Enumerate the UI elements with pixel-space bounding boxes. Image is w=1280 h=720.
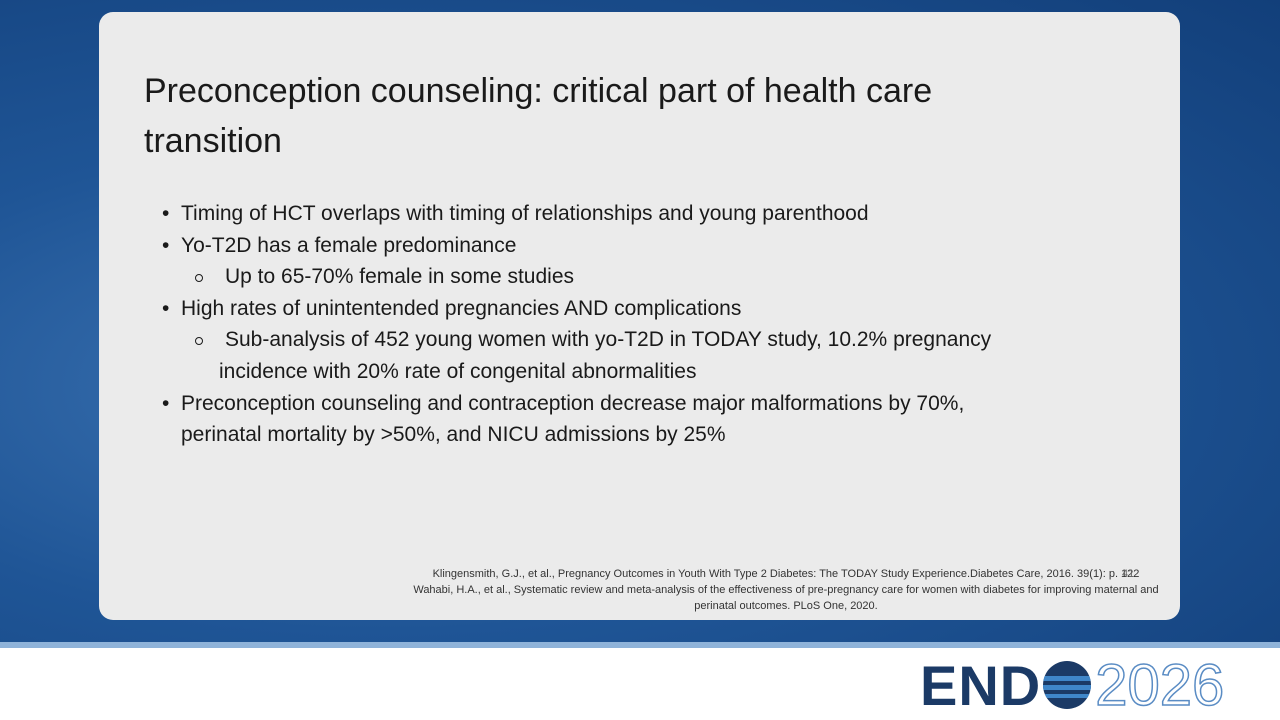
sub-bullet: Sub-analysis of 452 young women with yo-… bbox=[160, 324, 1040, 387]
reference: Klingensmith, G.J., et al., Pregnancy Ou… bbox=[432, 568, 1140, 580]
bullet: Yo-T2D has a female predominance bbox=[160, 230, 1040, 262]
divider-stripe bbox=[0, 642, 1280, 648]
sub-bullet: Up to 65-70% female in some studies bbox=[160, 261, 1040, 293]
bullet: High rates of unintentended pregnancies … bbox=[160, 293, 1040, 325]
slide-title: Preconception counseling: critical part … bbox=[144, 72, 933, 160]
logo-text: END bbox=[920, 653, 1042, 717]
reference: Wahabi, H.A., et al., Systematic review … bbox=[413, 584, 1159, 612]
logo-globe bbox=[1043, 661, 1092, 709]
bullet: Preconception counseling and contracepti… bbox=[160, 388, 1040, 451]
bullet-list: Timing of HCT overlaps with timing of re… bbox=[160, 198, 1040, 451]
slide-number: 41 bbox=[1122, 568, 1135, 580]
bullet: Timing of HCT overlaps with timing of re… bbox=[160, 198, 1040, 230]
logo: END 2026 bbox=[920, 652, 1225, 719]
sub-bullet-text: Up to 65-70% female in some studies bbox=[225, 265, 575, 289]
references: Klingensmith, G.J., et al., Pregnancy Ou… bbox=[400, 566, 1172, 614]
sub-bullet-text: Sub-analysis of 452 young women with yo-… bbox=[219, 328, 992, 383]
logo-year: 2026 bbox=[1094, 652, 1225, 719]
